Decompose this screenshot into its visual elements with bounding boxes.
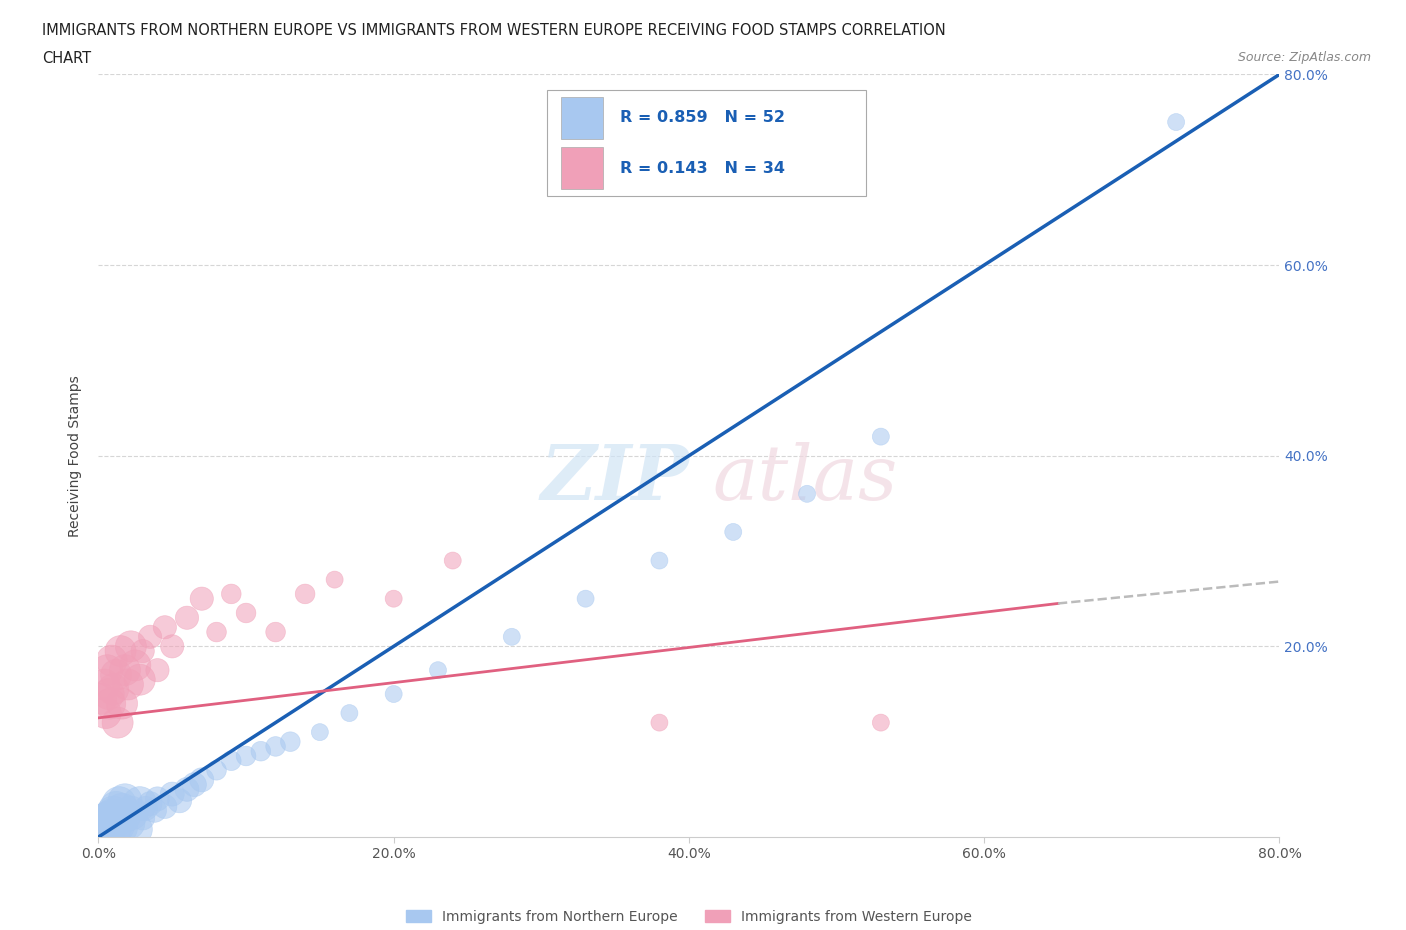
Point [104,813,127,828]
Point [219,753,242,768]
Point [103,682,125,697]
Point [94,813,117,828]
Point [107,715,129,730]
Point [135,801,157,816]
Point [124,822,146,837]
Text: R = 0.143   N = 34: R = 0.143 N = 34 [620,161,786,176]
Point [323,572,346,587]
FancyBboxPatch shape [561,147,603,189]
Text: ZIP: ZIP [540,442,689,515]
Text: R = 0.859   N = 52: R = 0.859 N = 52 [620,111,786,126]
Point [112,808,135,823]
Point [382,591,405,606]
Text: Source: ZipAtlas.com: Source: ZipAtlas.com [1237,51,1371,64]
Point [869,430,891,445]
Point [114,663,136,678]
Text: atlas: atlas [713,442,898,515]
Point [120,805,142,820]
Point [105,668,128,683]
Point [98,696,121,711]
Point [110,820,132,835]
Point [97,822,120,837]
FancyBboxPatch shape [561,98,603,140]
Point [98,816,121,830]
Point [128,796,150,811]
Point [103,825,125,840]
Point [427,663,450,678]
Point [91,820,114,835]
Point [191,772,214,787]
Text: CHART: CHART [42,51,91,66]
Point [94,706,117,721]
Point [124,658,146,673]
Point [219,587,242,602]
Point [294,587,316,602]
Point [120,639,142,654]
Point [90,691,112,706]
Point [309,724,332,739]
Point [111,696,134,711]
Point [139,796,162,811]
Point [153,799,176,814]
Point [111,803,134,817]
Point [796,486,818,501]
Point [235,605,257,620]
Point [441,553,464,568]
Point [869,715,891,730]
Point [100,808,122,823]
Point [1164,114,1187,129]
Point [339,706,360,721]
Point [648,553,671,568]
Point [278,735,302,750]
Point [574,591,596,606]
Point [205,625,228,640]
Point [117,816,139,830]
Point [146,663,169,678]
Point [205,763,228,777]
Point [235,749,257,764]
Point [162,787,183,802]
FancyBboxPatch shape [547,89,866,196]
Point [153,620,176,635]
Point [96,663,118,678]
Point [128,672,150,687]
Point [382,686,405,701]
Point [110,644,132,658]
Point [146,791,169,806]
Point [93,677,115,692]
Point [723,525,745,539]
Point [96,816,118,830]
Text: IMMIGRANTS FROM NORTHERN EUROPE VS IMMIGRANTS FROM WESTERN EUROPE RECEIVING FOOD: IMMIGRANTS FROM NORTHERN EUROPE VS IMMIG… [42,23,946,38]
Point [501,630,523,644]
Point [648,715,671,730]
Point [100,653,122,668]
Point [139,630,162,644]
Point [162,639,183,654]
Point [94,818,117,833]
Point [93,822,115,837]
Point [97,686,120,701]
Point [107,818,129,833]
Point [132,644,155,658]
Legend: Immigrants from Northern Europe, Immigrants from Western Europe: Immigrants from Northern Europe, Immigra… [401,904,977,929]
Point [114,793,136,808]
Point [264,739,287,754]
Point [176,782,198,797]
Point [191,591,214,606]
Point [250,744,273,759]
Point [108,796,131,811]
Point [183,777,205,792]
Point [143,803,166,817]
Point [132,811,155,826]
Point [103,805,125,820]
Y-axis label: Receiving Food Stamps: Receiving Food Stamps [69,375,83,537]
Point [264,625,287,640]
Point [169,793,191,808]
Point [90,825,112,840]
Point [105,801,128,816]
Point [97,811,120,826]
Point [176,610,198,625]
Point [117,677,139,692]
